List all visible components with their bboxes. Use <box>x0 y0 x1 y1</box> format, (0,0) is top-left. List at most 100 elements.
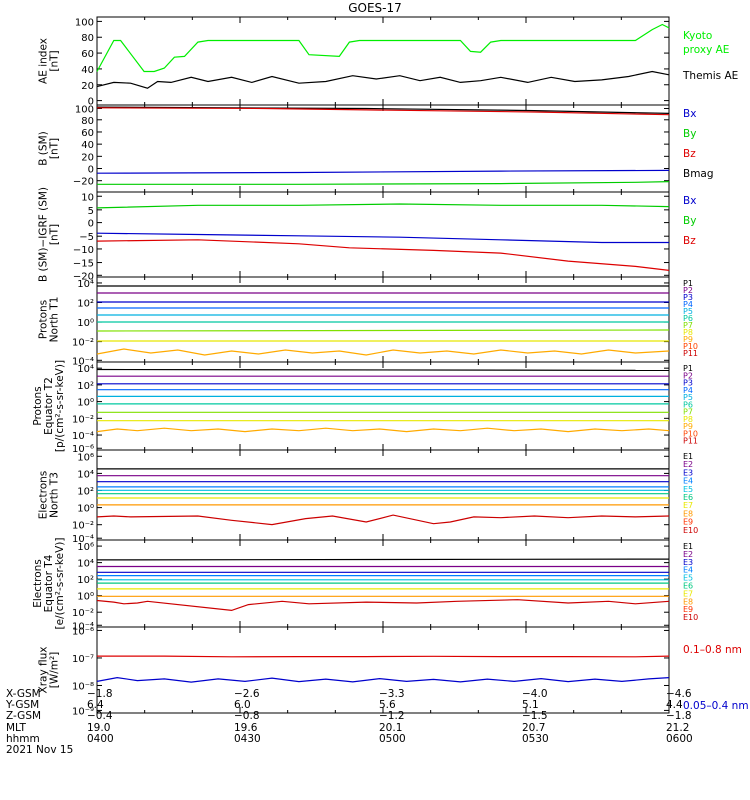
legend-label: P7 <box>683 408 693 417</box>
ephemeris-value: −1.5 <box>522 710 548 723</box>
y-axis-label: B (SM)−IGRF (SM) <box>38 187 50 282</box>
ephemeris-label: MLT <box>6 721 26 734</box>
y-tick-label: 10⁰ <box>77 398 94 409</box>
y-tick-label: 10⁻⁷ <box>72 654 94 665</box>
series-line-bx <box>96 232 669 244</box>
y-axis-label: Protons <box>32 386 44 425</box>
ephemeris-value: 20.1 <box>379 721 403 734</box>
legend-label: Bx <box>683 195 696 207</box>
panel-frame <box>96 276 670 363</box>
legend-label: P5 <box>683 393 693 402</box>
y-tick-label: 20 <box>81 81 94 92</box>
legend-label: P8 <box>683 328 693 337</box>
series-line-p9 <box>96 348 670 356</box>
ephemeris-value: 0430 <box>234 732 261 745</box>
y-tick-label: 10⁰ <box>77 592 94 603</box>
legend-label: P2 <box>683 286 693 295</box>
legend-label: E1 <box>683 542 693 551</box>
y-tick-label: −5 <box>79 232 94 243</box>
legend-label: By <box>683 128 696 140</box>
y-tick-label: −10 <box>73 245 94 256</box>
legend-label: Bx <box>683 108 696 120</box>
y-axis-label: [nT] <box>49 138 61 159</box>
y-tick-label: 40 <box>81 140 94 151</box>
legend-label: P10 <box>683 342 698 351</box>
y-tick-label: 10⁻² <box>72 608 94 619</box>
y-tick-label: 10⁻⁴ <box>72 621 94 632</box>
series-line-by <box>96 203 670 209</box>
y-tick-label: 10⁻⁴ <box>72 356 94 367</box>
ephemeris-value: 20.7 <box>522 721 546 734</box>
ephemeris-value: 0600 <box>666 732 693 745</box>
y-tick-label: 40 <box>81 65 94 76</box>
panel-1: 100 80 60 40 20 0 AE index [nT] Kyoto proxy AE The… <box>38 16 738 108</box>
legend-label: E2 <box>683 460 693 469</box>
series-line-bz <box>96 107 670 116</box>
legend-label: E6 <box>683 493 693 502</box>
y-tick-label: 10⁻⁴ <box>72 431 94 442</box>
series-line-p7 <box>96 329 670 332</box>
y-axis-label: Xray flux <box>38 647 50 694</box>
y-tick-label: 10⁻⁶ <box>72 444 94 455</box>
series-line-0-1-0-8-nm <box>97 655 670 658</box>
legend-label: E2 <box>683 550 693 559</box>
ephemeris-value: −2.6 <box>234 688 260 700</box>
y-tick-label: 10⁻² <box>72 521 94 532</box>
panel-frame <box>96 104 670 193</box>
date-label: 2021 Nov 15 <box>6 743 74 756</box>
legend-label: E5 <box>683 485 693 494</box>
ephemeris-value: 6.4 <box>87 699 104 712</box>
ephemeris-label: Z-GSM <box>6 710 42 723</box>
legend-label: E7 <box>683 501 693 510</box>
ephemeris-value: −0.8 <box>234 710 260 723</box>
y-axis-label: [e/(cm²-s-sr-keV)] <box>54 538 66 630</box>
ephemeris-value: 0500 <box>379 732 406 745</box>
ephemeris-value: 6.0 <box>234 699 251 712</box>
y-axis-label: [p/(cm²-s-sr-keV)] <box>54 360 66 452</box>
y-tick-label: 10⁻² <box>72 338 94 349</box>
legend-label: P3 <box>683 293 693 302</box>
y-tick-label: 0 <box>88 97 94 108</box>
legend-label: Bz <box>683 148 696 160</box>
legend-label: Bz <box>683 235 696 247</box>
legend-label: P3 <box>683 379 693 388</box>
y-tick-label: 10⁴ <box>77 364 94 375</box>
y-axis-label: [nT] <box>49 224 61 245</box>
panel-frame <box>96 16 670 106</box>
series-line-themis-ae <box>96 70 670 89</box>
y-tick-label: 5 <box>88 206 94 217</box>
ephemeris-label: X-GSM <box>6 688 41 700</box>
ephemeris-value: −1.8 <box>87 688 113 700</box>
panel-frame <box>96 449 670 541</box>
y-axis-label: B (SM) <box>38 131 50 165</box>
legend-label: E9 <box>683 518 693 527</box>
y-tick-label: 10² <box>77 299 94 310</box>
y-tick-label: 80 <box>81 116 94 127</box>
y-tick-label: 60 <box>81 128 94 139</box>
legend-label: P5 <box>683 307 693 316</box>
y-tick-label: 10⁰ <box>77 504 94 515</box>
y-tick-label: −15 <box>73 259 94 270</box>
ephemeris-value: −1.2 <box>379 710 405 723</box>
legend-label: P6 <box>683 314 693 323</box>
legend-label: P10 <box>683 429 698 438</box>
ephemeris-value: 5.1 <box>522 699 539 712</box>
y-tick-label: 10² <box>77 381 94 392</box>
panel-7: 10⁶ 10⁴ 10² 10⁰ 10⁻² 10⁻⁴ Electrons Equator T4[… <box>32 538 698 633</box>
series-line-p9 <box>96 427 670 433</box>
y-tick-label: 10⁻⁸ <box>72 681 94 692</box>
y-tick-label: 0 <box>88 219 94 230</box>
y-tick-label: 0 <box>88 165 94 176</box>
y-tick-label: 10⁴ <box>77 279 94 290</box>
legend-label: P7 <box>683 321 693 330</box>
y-tick-label: 10⁶ <box>77 542 94 553</box>
legend-label: E4 <box>683 566 693 575</box>
series-line-kyoto-proxy-ae <box>96 23 670 73</box>
legend-label: By <box>683 215 696 227</box>
ephemeris-value: −4.6 <box>666 688 692 700</box>
y-tick-label: 10⁰ <box>77 318 94 329</box>
